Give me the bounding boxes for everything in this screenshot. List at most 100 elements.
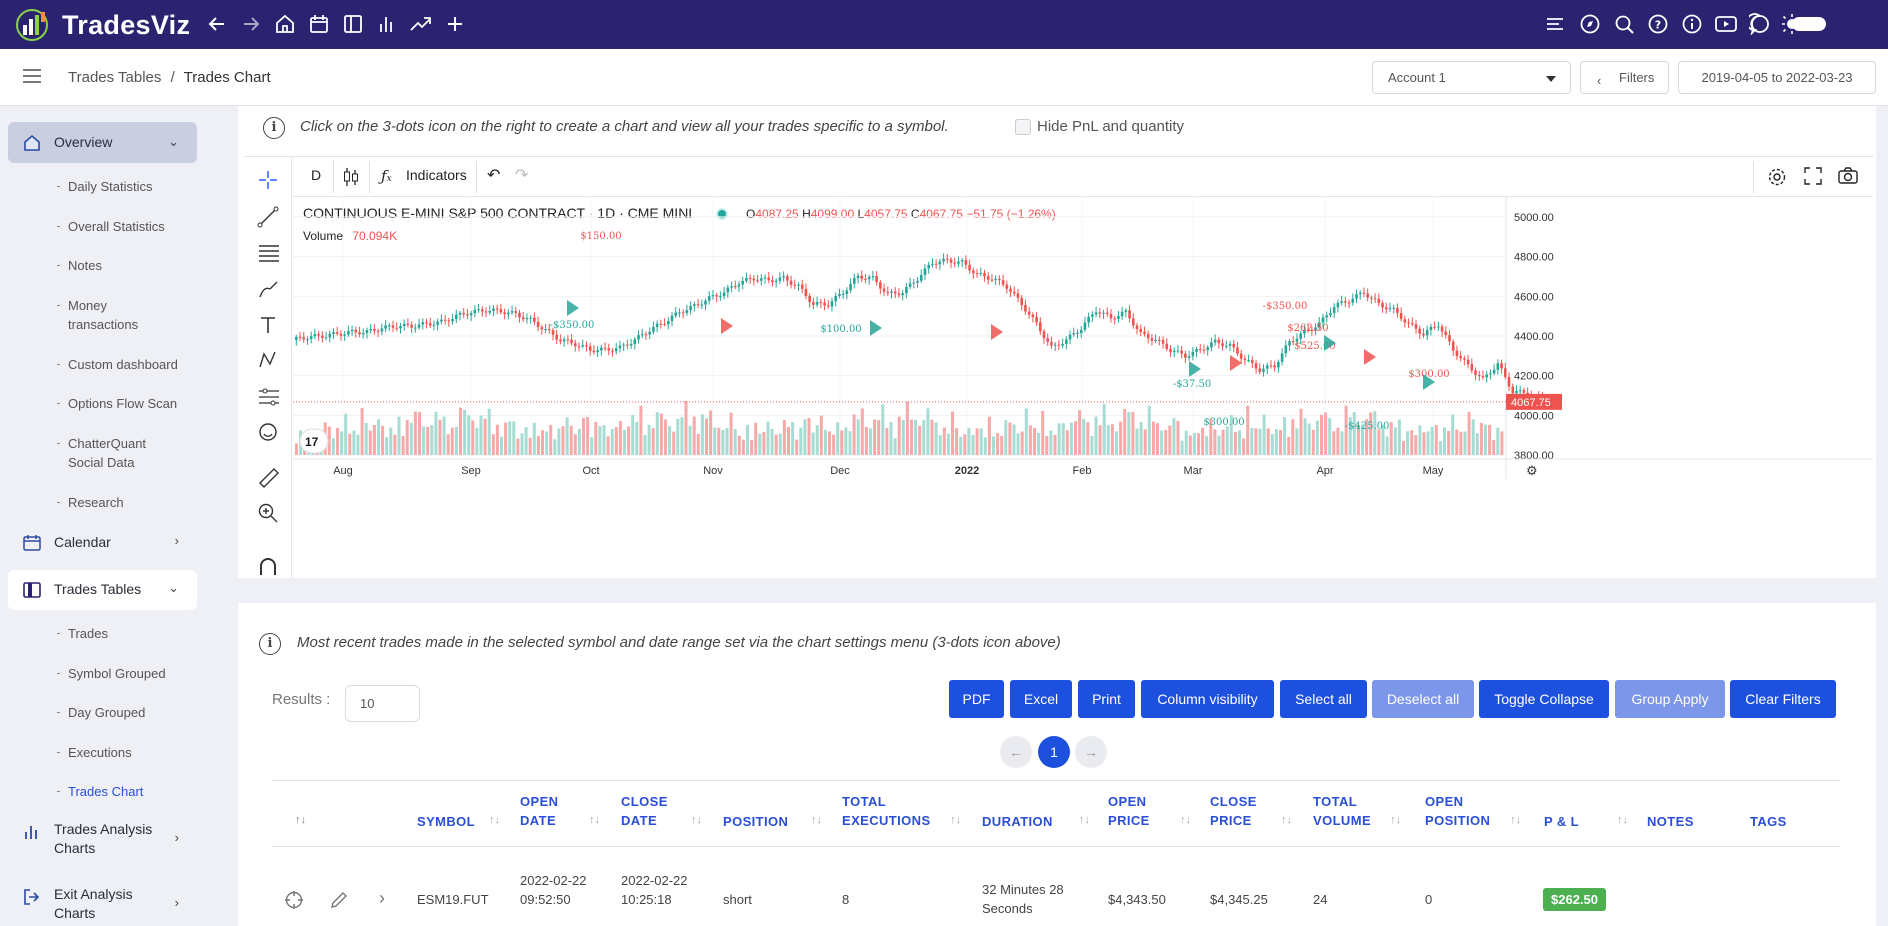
crosshair-target-icon[interactable] [284, 890, 304, 910]
column-visibility-button[interactable]: Column visibility [1141, 680, 1274, 718]
bar-chart-icon[interactable] [374, 11, 400, 37]
pattern-icon[interactable] [257, 349, 279, 371]
indicators-button[interactable]: Indicators [406, 167, 467, 183]
col-close-price[interactable]: CLOSE PRICE [1210, 794, 1257, 828]
prev-page-button[interactable]: ← [1000, 736, 1032, 768]
breadcrumb-parent[interactable]: Trades Tables [68, 69, 162, 86]
back-arrow-icon[interactable] [204, 11, 230, 37]
prediction-icon[interactable] [257, 385, 281, 407]
sort-icon[interactable]: ↑↓ [1390, 814, 1401, 826]
sidebar-item-trades-chart[interactable]: Trades Chart [56, 784, 144, 799]
magnet-icon[interactable] [257, 556, 279, 576]
fib-retracement-icon[interactable] [257, 242, 281, 264]
excel-button[interactable]: Excel [1010, 680, 1072, 718]
expand-row-icon[interactable]: › [379, 888, 385, 908]
sidebar-item-overall-statistics[interactable]: Overall Statistics [57, 219, 165, 234]
axis-settings-icon[interactable]: ⚙ [1526, 464, 1538, 479]
sidebar-item-trades[interactable]: Trades [57, 626, 108, 641]
layout-icon[interactable] [340, 11, 366, 37]
sidebar-item-day-grouped[interactable]: Day Grouped [56, 705, 146, 720]
compass-icon[interactable] [1577, 11, 1603, 37]
sort-icon[interactable]: ↑↓ [1617, 814, 1628, 826]
clear-filters-button[interactable]: Clear Filters [1730, 680, 1836, 718]
col-tags[interactable]: TAGS [1750, 814, 1787, 829]
settings-sliders-icon[interactable] [1542, 11, 1568, 37]
col-open-price[interactable]: OPEN PRICE [1108, 794, 1150, 828]
zoom-in-icon[interactable] [257, 502, 279, 524]
toggle-collapse-button[interactable]: Toggle Collapse [1479, 680, 1609, 718]
interval-button[interactable]: D [311, 167, 322, 183]
emoji-icon[interactable] [257, 421, 279, 443]
sidebar-item-daily-statistics[interactable]: Daily Statistics [57, 179, 153, 194]
deselect-all-button[interactable]: Deselect all [1372, 680, 1474, 718]
sort-icon[interactable]: ↑↓ [950, 814, 961, 826]
trend-line-icon[interactable] [257, 206, 279, 228]
forward-arrow-icon[interactable] [238, 11, 264, 37]
text-icon[interactable] [257, 314, 279, 336]
results-input[interactable]: 10 [345, 685, 420, 722]
search-icon[interactable] [1611, 11, 1637, 37]
sidebar-item-symbol-grouped[interactable]: Symbol Grouped [57, 666, 166, 681]
app-logo[interactable]: TradesViz [14, 7, 190, 43]
sidebar-item-research[interactable]: Research [57, 495, 124, 510]
filters-button[interactable]: ‹ Filters [1580, 61, 1669, 94]
sort-icon[interactable]: ↑↓ [489, 814, 500, 826]
sidebar-item-custom-dashboard[interactable]: Custom dashboard [57, 357, 178, 372]
help-icon[interactable]: ? [1645, 11, 1671, 37]
col-position[interactable]: POSITION [723, 814, 789, 829]
sidebar-section-trades-tables[interactable]: Trades Tables ⌄ [8, 570, 197, 610]
select-all-button[interactable]: Select all [1280, 680, 1367, 718]
sidebar-section-exit-analysis-charts[interactable]: Exit Analysis Charts › [8, 883, 197, 925]
pdf-button[interactable]: PDF [949, 680, 1004, 718]
sidebar-section-calendar[interactable]: Calendar › [8, 524, 197, 562]
crosshair-icon[interactable] [257, 169, 279, 191]
group-apply-button[interactable]: Group Apply [1615, 680, 1725, 718]
col-symbol[interactable]: SYMBOL [417, 814, 476, 829]
sort-icon[interactable]: ↑↓ [691, 814, 702, 826]
sort-icon[interactable]: ↑↓ [589, 814, 600, 826]
sort-icon[interactable]: ↑↓ [1079, 814, 1090, 826]
ruler-icon[interactable] [257, 466, 281, 490]
plus-icon[interactable] [442, 11, 468, 37]
col-total-volume[interactable]: TOTAL VOLUME [1313, 794, 1372, 828]
settings-gear-icon[interactable] [1766, 166, 1788, 188]
sidebar-item-chatterquant[interactable]: ChatterQuant Social Data [57, 434, 178, 472]
calendar-icon[interactable] [306, 11, 332, 37]
trend-icon[interactable] [408, 11, 434, 37]
undo-icon[interactable]: ↶ [487, 167, 501, 184]
date-range-picker[interactable]: 2019-04-05 to 2022-03-23 [1678, 61, 1876, 94]
sidebar-item-executions[interactable]: Executions [57, 745, 132, 760]
col-close-date[interactable]: CLOSE DATE [621, 794, 668, 828]
col-duration[interactable]: DURATION [982, 814, 1053, 829]
redo-icon[interactable]: ↷ [515, 167, 529, 184]
hide-pnl-checkbox[interactable] [1015, 119, 1031, 135]
home-icon[interactable] [272, 11, 298, 37]
col-notes[interactable]: NOTES [1647, 814, 1694, 829]
sidebar-item-options-flow-scan[interactable]: Options Flow Scan [56, 396, 178, 411]
sidebar-section-overview[interactable]: Overview ⌄ [8, 122, 197, 163]
next-page-button[interactable]: → [1075, 736, 1107, 768]
sort-all-icon[interactable]: ↑↓ [295, 814, 306, 826]
sort-icon[interactable]: ↑↓ [1180, 814, 1191, 826]
candles-type-icon[interactable] [343, 167, 359, 187]
camera-icon[interactable] [1837, 166, 1859, 186]
edit-pencil-icon[interactable] [329, 890, 349, 910]
chat-icon[interactable] [1747, 11, 1773, 37]
sort-icon[interactable]: ↑↓ [811, 814, 822, 826]
col-open-date[interactable]: OPEN DATE [520, 794, 559, 828]
sort-icon[interactable]: ↑↓ [1281, 814, 1292, 826]
sort-icon[interactable]: ↑↓ [1510, 814, 1521, 826]
menu-icon[interactable] [22, 68, 42, 89]
sidebar-section-trades-analysis-charts[interactable]: Trades Analysis Charts › [8, 818, 197, 860]
col-open-position[interactable]: OPEN POSITION [1425, 794, 1491, 828]
youtube-icon[interactable] [1713, 11, 1739, 37]
sidebar-item-money-transactions[interactable]: Money transactions [57, 296, 168, 334]
theme-toggle-icon[interactable] [1780, 11, 1830, 37]
print-button[interactable]: Print [1078, 680, 1135, 718]
page-1-button[interactable]: 1 [1038, 736, 1070, 768]
account-select[interactable]: Account 1 [1372, 61, 1571, 94]
price-chart-canvas[interactable]: 5000.00 4800.00 4600.00 4400.00 4200.00 4000.… [293, 197, 1873, 577]
info-icon[interactable] [1679, 11, 1705, 37]
sidebar-item-notes[interactable]: Notes [57, 258, 102, 273]
col-pnl[interactable]: P & L [1544, 814, 1579, 829]
